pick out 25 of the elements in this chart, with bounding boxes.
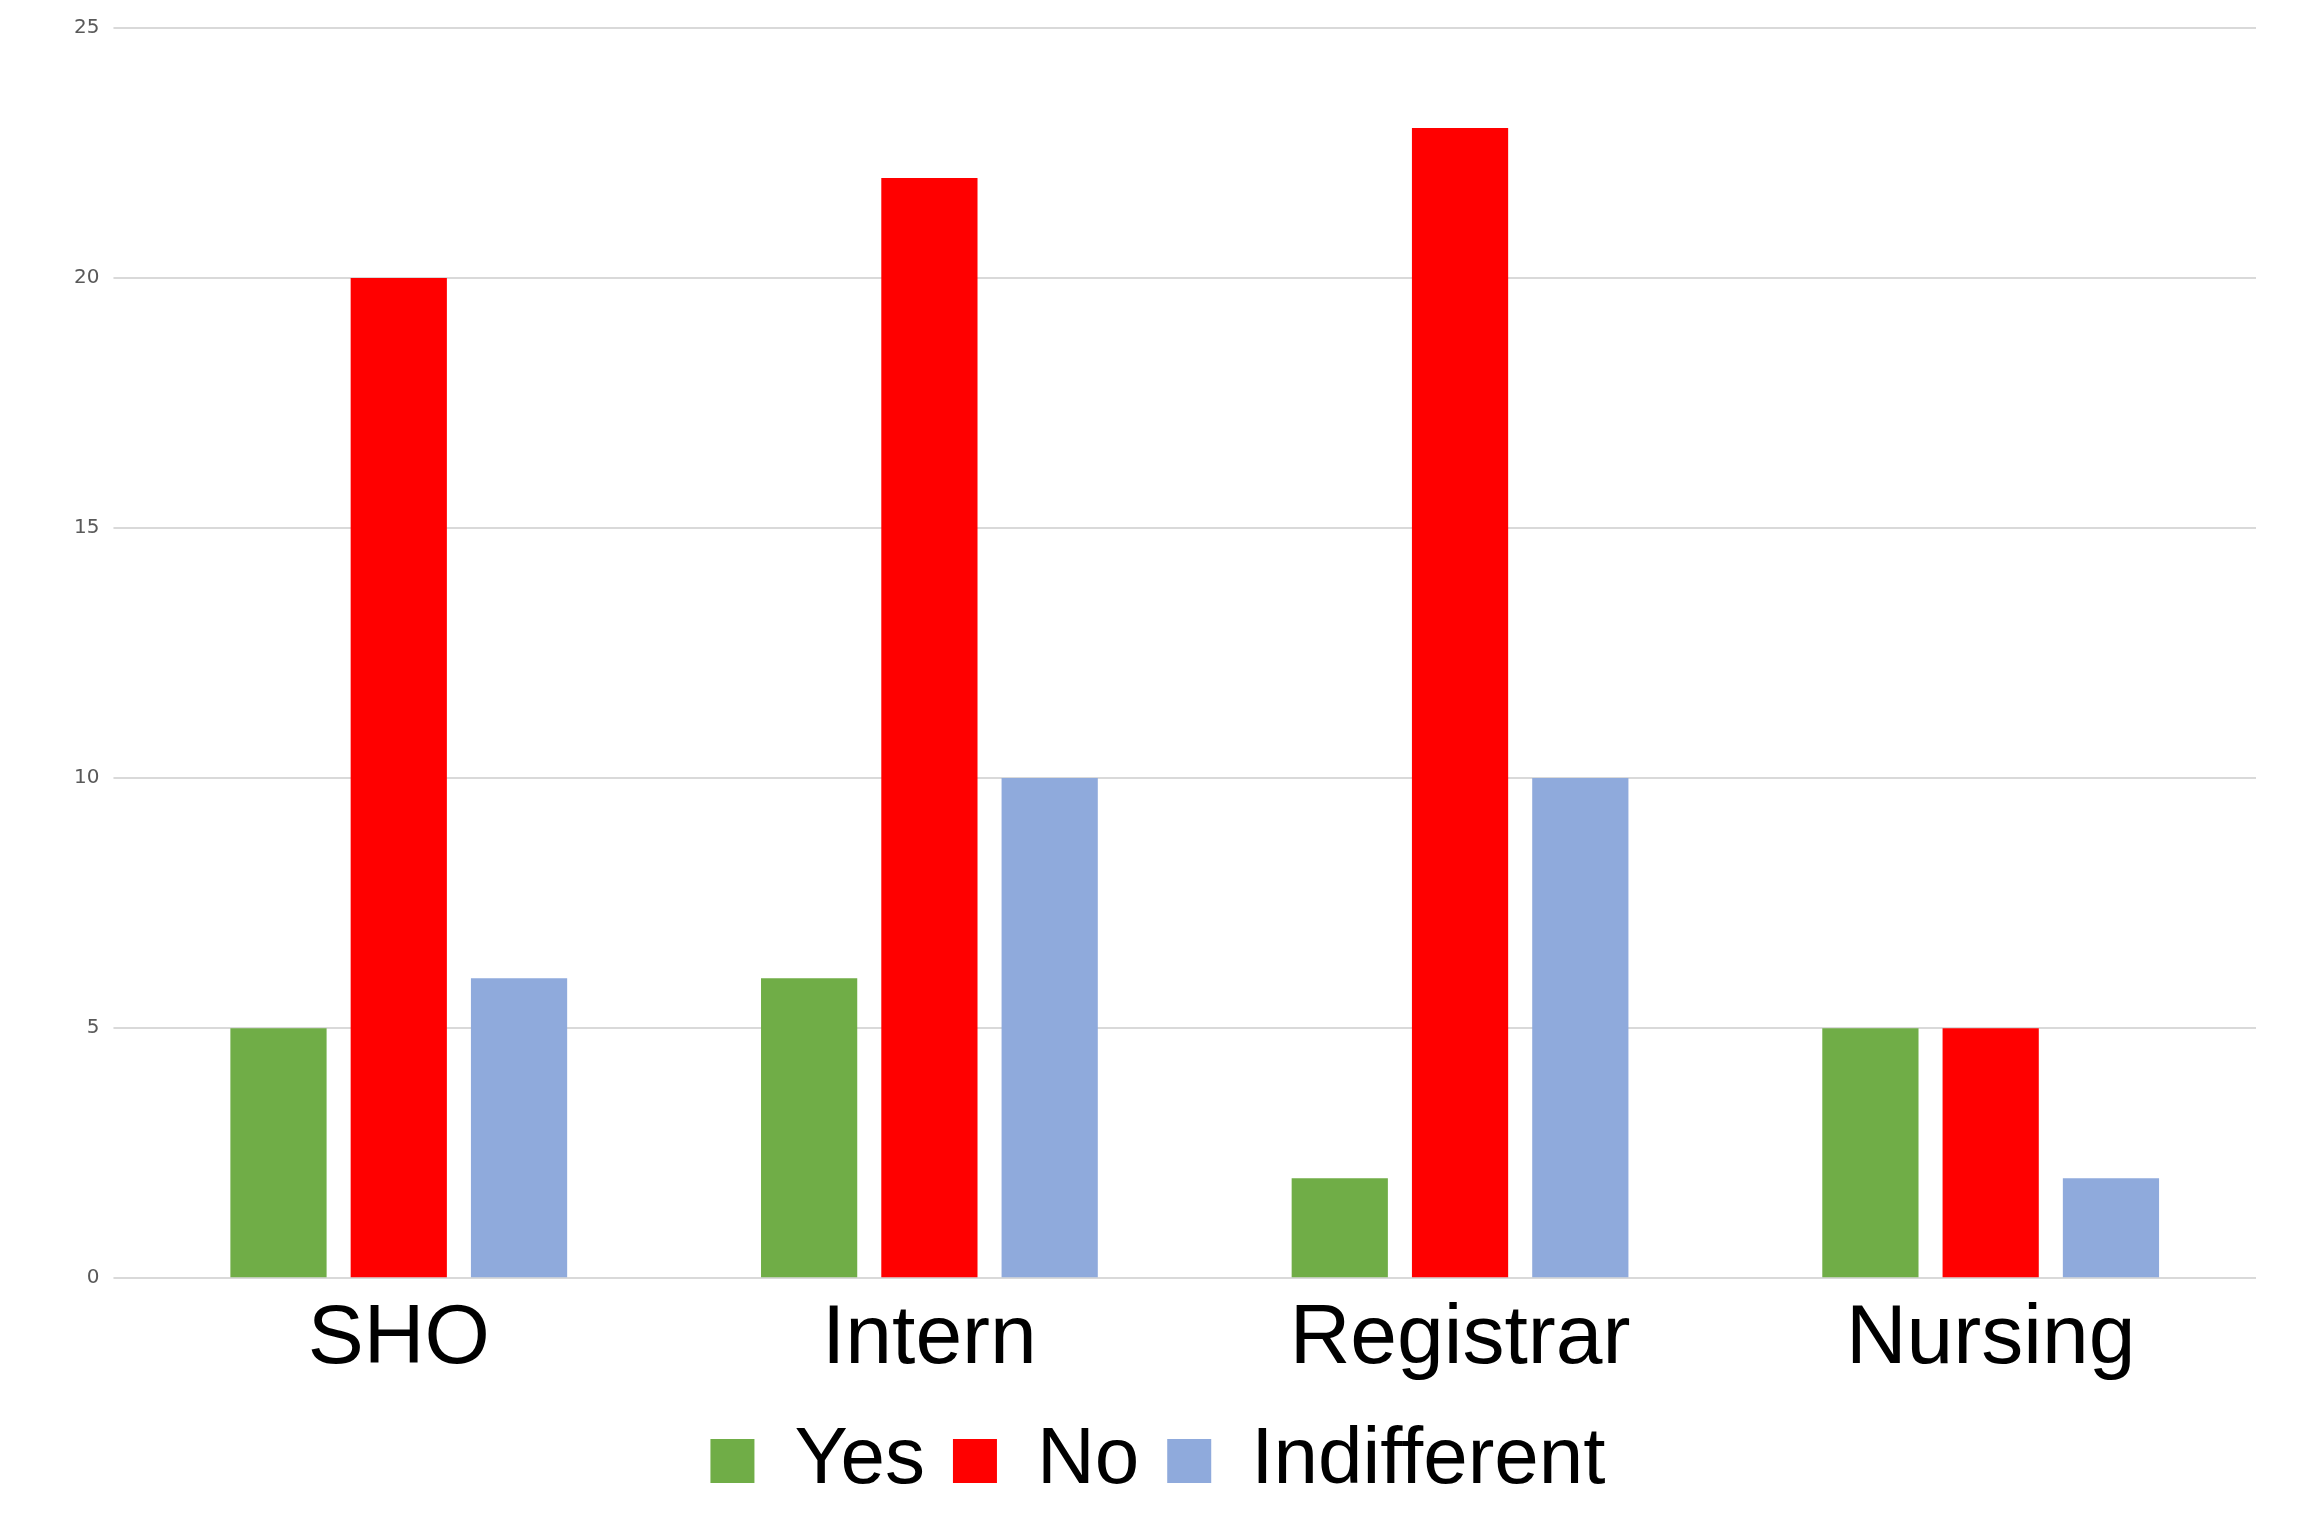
bar <box>470 978 568 1278</box>
bar <box>230 1028 327 1278</box>
x-tick-label: SHO <box>307 1286 490 1381</box>
y-tick-label: 15 <box>74 514 100 539</box>
legend-label: No <box>1036 1411 1140 1501</box>
y-tick-label: 0 <box>86 1264 100 1289</box>
bar <box>761 978 858 1278</box>
x-tick-label: Nursing <box>1845 1286 2136 1381</box>
bar <box>1291 1178 1388 1278</box>
bar <box>1001 778 1098 1278</box>
bar <box>1942 1028 2039 1278</box>
y-tick-label: 25 <box>74 14 100 39</box>
y-tick-label: 5 <box>86 1014 100 1039</box>
bar <box>881 178 978 1278</box>
y-tick-label: 20 <box>74 264 100 289</box>
x-tick-label: Registrar <box>1289 1286 1631 1381</box>
bar <box>2062 1178 2160 1278</box>
bar <box>1411 128 1509 1278</box>
legend-label: Yes <box>794 1411 925 1501</box>
bar <box>350 278 447 1278</box>
y-tick-label: 10 <box>74 764 100 789</box>
legend-label: Indifferent <box>1251 1411 1606 1501</box>
bar <box>1822 1028 1919 1278</box>
bar <box>1532 778 1629 1278</box>
x-tick-label: Intern <box>822 1286 1037 1381</box>
